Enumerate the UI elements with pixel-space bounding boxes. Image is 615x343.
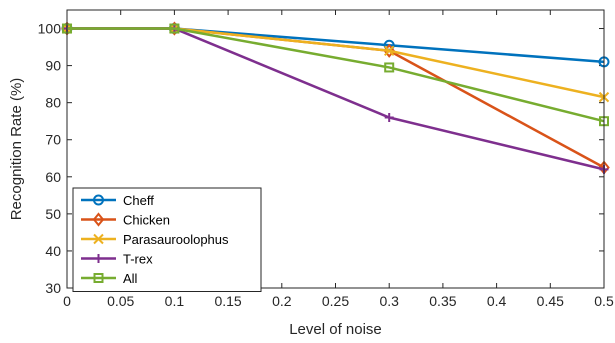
legend-label: Cheff [123, 193, 154, 208]
x-tick-label: 0.25 [322, 293, 349, 309]
x-tick-label: 0 [63, 293, 71, 309]
y-tick-label: 60 [45, 169, 61, 185]
series-parasauroolophus [61, 23, 610, 103]
x-tick-label: 0.05 [107, 293, 134, 309]
x-tick-label: 0.4 [487, 293, 507, 309]
x-axis-label: Level of noise [289, 321, 382, 338]
legend-entry: Cheff [81, 193, 154, 208]
y-axis-ticks: 30 40 50 60 70 80 90 100 [38, 21, 604, 296]
y-tick-label: 90 [45, 58, 61, 74]
series-line [67, 27, 605, 169]
x-tick-label: 0.2 [272, 293, 292, 309]
y-tick-label: 30 [45, 280, 61, 296]
series-line [67, 27, 605, 123]
data-point [384, 112, 394, 122]
x-axis-ticks: 0 0.05 0.1 0.15 0.2 0.25 0.3 0.35 0.4 0.45 0.5 [63, 10, 614, 309]
data-point [384, 62, 395, 73]
x-tick-label: 0.1 [165, 293, 185, 309]
x-tick-label: 0.5 [594, 293, 614, 309]
legend-entry: Parasauroolophus [81, 232, 229, 247]
series-t-rex [62, 24, 609, 174]
y-tick-label: 100 [38, 21, 62, 37]
legend-label: Parasauroolophus [123, 232, 229, 247]
series-line [67, 27, 605, 171]
y-tick-label: 70 [45, 132, 61, 148]
x-tick-label: 0.35 [429, 293, 456, 309]
series-layer [61, 21, 610, 175]
legend-label: All [123, 271, 138, 286]
y-tick-label: 40 [45, 243, 61, 259]
legend-marker [94, 254, 103, 263]
x-tick-label: 0.45 [537, 293, 564, 309]
legend-marker [92, 212, 105, 227]
legend-entry: All [81, 271, 138, 286]
y-axis-label: Recognition Rate (%) [8, 78, 25, 221]
legend-label: Chicken [123, 213, 170, 228]
series-all [62, 23, 609, 127]
y-tick-label: 80 [45, 95, 61, 111]
legend-marker [93, 233, 104, 245]
legend-marker [93, 273, 104, 283]
legend-entry: T-rex [81, 252, 153, 267]
y-tick-label: 50 [45, 206, 61, 222]
data-point [169, 23, 180, 34]
legend-label: T-rex [123, 252, 153, 267]
series-line [67, 27, 605, 99]
data-point [383, 45, 395, 56]
legend-entry: Chicken [81, 212, 170, 228]
legend-marker [93, 194, 104, 206]
x-tick-label: 0.3 [379, 293, 399, 309]
x-tick-label: 0.15 [214, 293, 241, 309]
legend: Cheff Chicken Parasauroolophus T-rex All [72, 187, 262, 292]
plot-area-frame [66, 9, 605, 289]
